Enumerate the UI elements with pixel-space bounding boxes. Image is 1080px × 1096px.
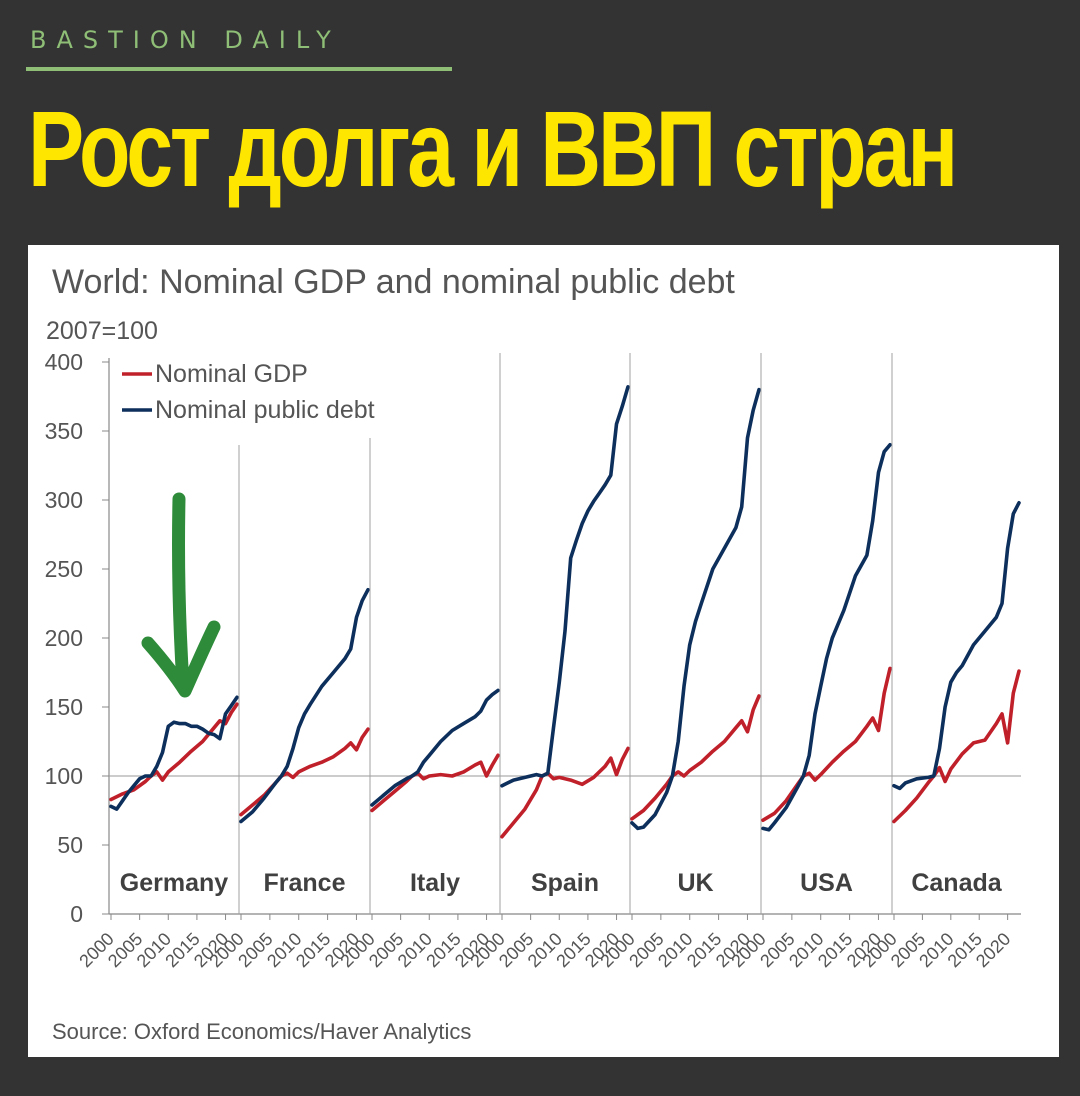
country-label: Germany (120, 869, 228, 897)
y-tick-label: 150 (45, 694, 83, 720)
debt-line-uk (630, 387, 761, 831)
debt-line-spain (500, 385, 630, 788)
debt-line-canada (892, 500, 1021, 791)
chart-source: Source: Oxford Economics/Haver Analytics (52, 1019, 471, 1044)
country-label: Spain (531, 869, 599, 897)
country-label: Canada (911, 869, 1002, 897)
gdp-line-italy (370, 753, 500, 813)
legend-label: Nominal GDP (155, 360, 308, 388)
chart-subtitle: 2007=100 (46, 317, 158, 345)
country-label: France (264, 869, 346, 897)
debt-line-italy (370, 688, 500, 807)
country-label: Italy (410, 869, 460, 897)
gdp-line-canada (892, 669, 1021, 824)
y-tick-label: 250 (45, 556, 83, 582)
y-tick-label: 400 (45, 349, 83, 375)
legend-label: Nominal public debt (155, 396, 375, 424)
chart-panel: World: Nominal GDP and nominal public de… (28, 245, 1059, 1057)
x-tick-label: 2020 (972, 929, 1014, 971)
y-tick-label: 350 (45, 418, 83, 444)
brand-underline (26, 67, 452, 71)
country-label: USA (800, 869, 853, 897)
y-tick-label: 0 (70, 901, 83, 927)
arrow-head (141, 620, 221, 698)
country-label: UK (677, 869, 713, 897)
gdp-line-usa (761, 666, 892, 823)
brand-label: BASTION DAILY (30, 26, 341, 54)
chart-svg: World: Nominal GDP and nominal public de… (45, 263, 1021, 1044)
arrow-shaft (171, 492, 190, 692)
debt-line-usa (761, 443, 892, 832)
debt-line-germany (109, 695, 239, 811)
gdp-line-uk (630, 694, 761, 821)
debt-line-france (239, 587, 370, 824)
gdp-line-spain (500, 746, 630, 839)
chart-title: World: Nominal GDP and nominal public de… (52, 263, 735, 301)
chart-marks: 0501001502002503003504002000200520102015… (45, 349, 1021, 971)
y-tick-label: 100 (45, 763, 83, 789)
y-tick-label: 50 (57, 832, 83, 858)
gdp-line-germany (109, 702, 239, 802)
page-headline: Рост долга и ВВП стран (28, 88, 958, 209)
y-tick-label: 200 (45, 625, 83, 651)
y-tick-label: 300 (45, 487, 83, 513)
